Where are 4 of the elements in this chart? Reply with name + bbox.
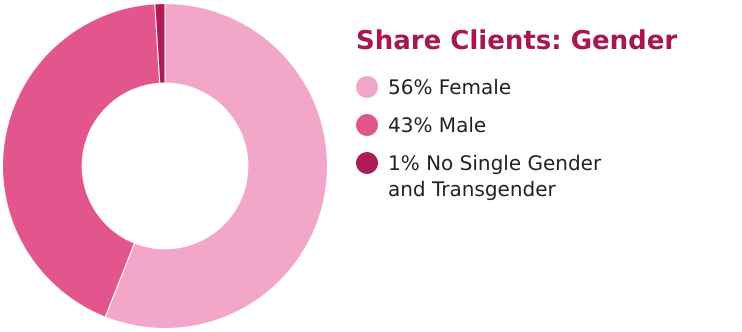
legend-label: 56% Female [388, 74, 512, 100]
legend-label: 1% No Single Gender and Transgender [388, 150, 602, 202]
legend-label: 43% Male [388, 112, 488, 138]
text: Share Clients: Gender [356, 26, 678, 56]
